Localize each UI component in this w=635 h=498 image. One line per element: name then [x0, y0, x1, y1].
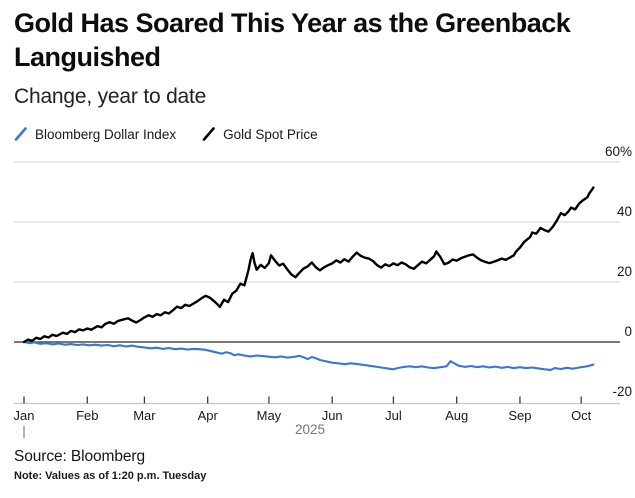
year-label: 2025 [295, 422, 325, 437]
chart-legend: Bloomberg Dollar Index Gold Spot Price [14, 126, 318, 142]
month-label: Jun [322, 408, 343, 423]
line-slash-icon [202, 127, 215, 141]
legend-item-bloomberg-dollar-index: Bloomberg Dollar Index [14, 126, 176, 142]
month-label: Mar [133, 408, 156, 423]
month-label: Oct [571, 408, 592, 423]
legend-label: Bloomberg Dollar Index [35, 126, 177, 142]
month-label: Feb [76, 408, 98, 423]
line-chart: Jan Feb Mar Apr May Jun Jul Aug Sep Oct 2025 60% 40 2… [0, 144, 635, 445]
chart-subtitle: Change, year to date [14, 85, 207, 108]
source-text: Source: Bloomberg [14, 448, 145, 465]
y-axis-label: 20 [617, 264, 632, 279]
y-axis-label: 0 [624, 324, 632, 339]
y-axis-label: -20 [612, 384, 632, 399]
note-text: Note: Values as of 1:20 p.m. Tuesday [14, 470, 207, 482]
series-line-bloomberg-dollar-index [22, 340, 595, 371]
chart-canvas: Jan Feb Mar Apr May Jun Jul Aug Sep Oct 2025 60% 40 2… [14, 144, 632, 438]
month-label: Aug [445, 408, 468, 423]
series-line-gold-spot-price [22, 186, 595, 344]
y-axis-label: 40 [617, 204, 632, 219]
month-label: Jan [14, 408, 35, 423]
page-title: Gold Has Soared This Year as the Greenba… [14, 8, 571, 72]
legend-item-gold-spot-price: Gold Spot Price [202, 126, 318, 142]
month-label: May [257, 408, 282, 423]
legend-label: Gold Spot Price [223, 126, 318, 142]
month-label: Apr [198, 408, 219, 423]
month-label: Jul [385, 408, 402, 423]
y-axis-label: 60% [605, 145, 632, 159]
month-label: Sep [508, 408, 531, 423]
line-slash-icon [14, 127, 27, 141]
